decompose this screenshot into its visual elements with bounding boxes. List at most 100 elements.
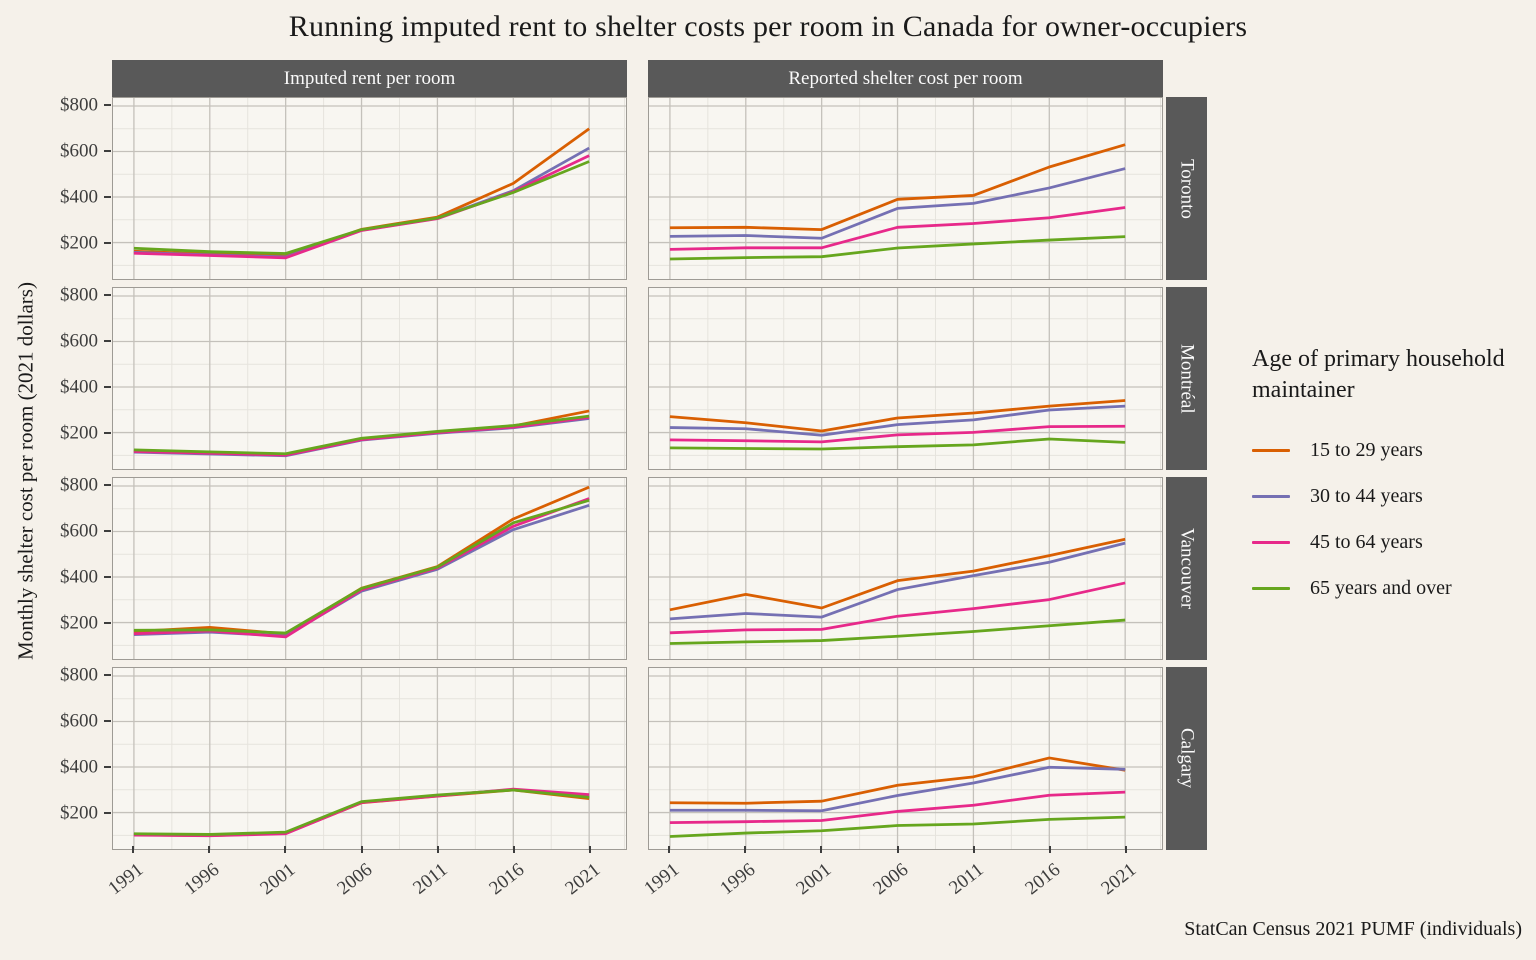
y-tick-label: $800 — [60, 664, 98, 686]
panel-vancouver-imputed — [112, 477, 627, 660]
line-65-years-and-over — [133, 160, 590, 255]
y-tick-label: $600 — [60, 710, 98, 732]
line-65-years-and-over — [669, 437, 1126, 451]
panel-montreal-reported — [648, 287, 1163, 470]
panel-calgary-imputed — [112, 667, 627, 850]
legend: Age of primary household maintainer 15 t… — [1252, 344, 1536, 611]
chart-title: Running imputed rent to shelter costs pe… — [288, 10, 1248, 43]
panel-toronto-reported — [648, 97, 1163, 280]
line-15-to-29-years — [669, 143, 1126, 231]
y-tick-mark — [104, 150, 111, 153]
y-tick-mark — [104, 622, 111, 625]
y-tick-label: $800 — [60, 94, 98, 116]
legend-item: 30 to 44 years — [1252, 473, 1536, 519]
legend-label: 65 years and over — [1310, 576, 1452, 599]
y-tick-label: $400 — [60, 566, 98, 588]
line-30-to-44-years — [669, 404, 1126, 437]
panel-plot — [649, 478, 1162, 659]
x-tick-label: 2011 — [409, 859, 453, 899]
legend-line-swatch — [1252, 586, 1290, 590]
x-tick-mark — [1125, 846, 1128, 853]
facet-column-strip-reported: Reported shelter cost per room — [648, 60, 1163, 97]
x-tick-mark — [668, 846, 670, 853]
facet-row-strip-calgary: Calgary — [1166, 667, 1207, 850]
facet-column-label: Reported shelter cost per room — [788, 67, 1023, 89]
line-65-years-and-over — [133, 788, 590, 836]
x-tick-label: 2016 — [1021, 859, 1065, 900]
legend-line-swatch — [1252, 494, 1290, 498]
line-15-to-29-years — [669, 756, 1126, 805]
panel-montreal-imputed — [112, 287, 627, 470]
panel-calgary-reported — [648, 667, 1163, 850]
panel-plot — [649, 98, 1162, 279]
x-tick-mark — [972, 846, 975, 853]
x-tick-label: 1996 — [180, 859, 224, 900]
line-65-years-and-over — [133, 414, 590, 456]
y-tick-label: $400 — [60, 376, 98, 398]
y-tick-mark — [104, 242, 111, 245]
y-tick-mark — [104, 530, 111, 533]
line-30-to-44-years — [669, 541, 1126, 621]
y-axis-label: Monthly shelter cost per room (2021 doll… — [13, 282, 38, 660]
legend-item: 65 years and over — [1252, 565, 1536, 611]
x-tick-mark — [512, 846, 515, 853]
x-tick-mark — [284, 846, 287, 853]
y-tick-label: $400 — [60, 186, 98, 208]
legend-label: 45 to 64 years — [1310, 530, 1423, 553]
y-tick-mark — [104, 294, 111, 297]
line-65-years-and-over — [669, 815, 1126, 838]
y-tick-mark — [104, 196, 111, 199]
x-tick-mark — [589, 846, 592, 853]
panel-plot — [113, 288, 626, 469]
y-tick-mark — [104, 720, 111, 723]
facet-row-strip-vancouver: Vancouver — [1166, 477, 1207, 660]
legend-title: Age of primary household maintainer — [1252, 346, 1505, 403]
legend-label: 30 to 44 years — [1310, 484, 1423, 507]
facet-column-label: Imputed rent per room — [283, 67, 456, 89]
line-15-to-29-years — [669, 399, 1126, 433]
x-tick-label: 2001 — [256, 859, 300, 900]
y-tick-label: $400 — [60, 756, 98, 778]
x-tick-label: 2021 — [1097, 859, 1141, 900]
x-tick-label: 2021 — [561, 859, 605, 900]
y-tick-label: $600 — [60, 140, 98, 162]
y-tick-mark — [104, 766, 111, 769]
legend-label: 15 to 29 years — [1310, 438, 1423, 461]
y-tick-label: $200 — [60, 612, 98, 634]
x-tick-label: 2001 — [792, 859, 836, 900]
line-65-years-and-over — [133, 498, 590, 635]
panel-plot — [113, 478, 626, 659]
x-tick-mark — [360, 846, 363, 853]
y-tick-mark — [104, 484, 111, 487]
panel-vancouver-reported — [648, 477, 1163, 660]
x-tick-mark — [896, 846, 899, 853]
panel-plot — [113, 98, 626, 279]
x-tick-label: 1991 — [640, 859, 684, 900]
legend-items: 15 to 29 years 30 to 44 years 45 to 64 yea… — [1252, 427, 1536, 611]
legend-item: 15 to 29 years — [1252, 427, 1536, 473]
panel-plot — [649, 668, 1162, 849]
line-45-to-64-years — [669, 206, 1126, 251]
panel-toronto-imputed — [112, 97, 627, 280]
line-45-to-64-years — [669, 424, 1126, 444]
x-tick-mark — [132, 846, 134, 853]
legend-line-swatch — [1252, 448, 1290, 452]
line-30-to-44-years — [669, 765, 1126, 813]
x-tick-label: 2016 — [485, 859, 529, 900]
x-tick-mark — [436, 846, 439, 853]
line-45-to-64-years — [669, 581, 1126, 635]
facet-row-strip-montreal: Montréal — [1166, 287, 1207, 470]
y-tick-label: $600 — [60, 520, 98, 542]
line-45-to-64-years — [669, 790, 1126, 824]
y-tick-label: $200 — [60, 802, 98, 824]
y-tick-mark — [104, 432, 111, 435]
y-tick-mark — [104, 104, 111, 107]
legend-item: 45 to 64 years — [1252, 519, 1536, 565]
y-tick-label: $800 — [60, 474, 98, 496]
panel-plot — [649, 288, 1162, 469]
legend-line-swatch — [1252, 540, 1290, 544]
line-65-years-and-over — [669, 618, 1126, 645]
line-15-to-29-years — [669, 537, 1126, 612]
y-tick-mark — [104, 340, 111, 343]
facet-row-strip-toronto: Toronto — [1166, 97, 1207, 280]
